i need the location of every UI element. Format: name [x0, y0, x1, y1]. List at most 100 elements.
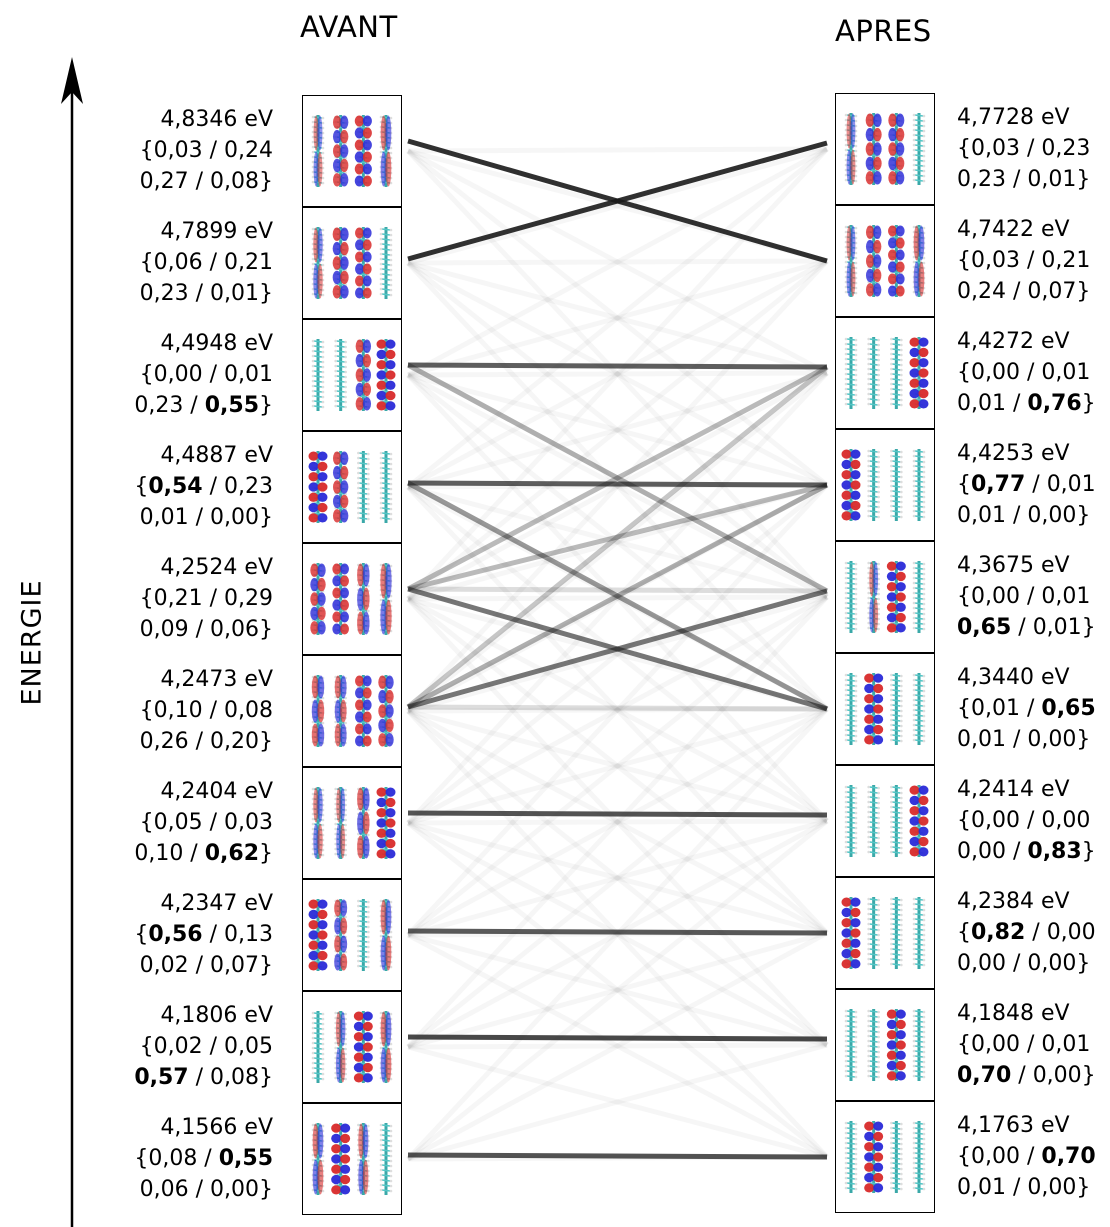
molecule	[311, 675, 325, 747]
energy-value: 4,1763 eV	[957, 1113, 1070, 1138]
avant-state-label: 4,2347 eV {0,56 / 0,13 0,02 / 0,07}	[95, 888, 273, 981]
apres-state-label: 4,3675 eV {0,00 / 0,01 0,65 / 0,01}	[957, 550, 1110, 643]
avant-molecules	[310, 563, 393, 635]
avant-state-label: 4,1806 eV {0,02 / 0,05 0,57 / 0,08}	[95, 1000, 273, 1093]
molecule	[379, 451, 393, 523]
molecule	[912, 449, 926, 521]
weight-value: 0,06	[139, 1177, 189, 1202]
molecule	[357, 451, 370, 523]
weight-value: 0,01	[957, 727, 1006, 752]
molecule	[867, 785, 880, 857]
avant-state-label: 4,4948 eV {0,00 / 0,01 0,23 / 0,55}	[95, 328, 273, 421]
avant-state-label: 4,2473 eV {0,10 / 0,08 0,26 / 0,20}	[95, 664, 273, 757]
weight-value: 0,01	[957, 1175, 1006, 1200]
avant-title: AVANT	[300, 10, 398, 44]
weight-value: 0,23	[139, 281, 189, 306]
molecule	[844, 113, 858, 185]
molecule	[912, 1121, 926, 1193]
weight-value: 0,57	[134, 1065, 189, 1090]
correlation-line	[407, 586, 828, 594]
correlation-line	[407, 1034, 828, 1042]
apres-state-label: 4,1848 eV {0,00 / 0,01 0,70 / 0,00}	[957, 998, 1110, 1091]
weight-value: 0,21	[1041, 248, 1091, 273]
molecule	[867, 449, 880, 521]
correlation-line	[407, 928, 828, 936]
weight-value: 0,00	[1027, 951, 1077, 976]
molecule	[912, 225, 926, 297]
correlation-line	[407, 140, 828, 262]
correlation-line	[407, 810, 828, 818]
weight-value: 0,00	[210, 1177, 259, 1202]
molecule	[844, 785, 858, 857]
molecule	[865, 113, 882, 185]
correlation-line	[407, 480, 828, 488]
correlation-line	[407, 704, 828, 712]
apres-state-label: 4,2384 eV {0,82 / 0,00 0,00 / 0,00}	[957, 886, 1110, 979]
molecule	[379, 1123, 393, 1195]
molecule	[331, 1123, 351, 1195]
molecule	[353, 1011, 373, 1083]
weight-value: 0,00	[1027, 727, 1077, 752]
apres-molecules	[844, 337, 929, 409]
molecule	[376, 787, 396, 859]
molecule	[355, 227, 372, 299]
avant-state-label: 4,2524 eV {0,21 / 0,29 0,09 / 0,06}	[95, 552, 273, 645]
weight-value: 0,56	[148, 922, 203, 947]
avant-state-label: 4,1566 eV {0,08 / 0,55 0,06 / 0,00}	[95, 1112, 273, 1205]
energy-value: 4,4887 eV	[160, 443, 273, 468]
molecule	[888, 113, 905, 185]
molecule	[357, 787, 370, 859]
molecule	[311, 1123, 325, 1195]
correlation-line	[406, 482, 829, 710]
weight-value: 0,01	[139, 505, 189, 530]
weight-value: 0,26	[139, 729, 189, 754]
weight-value: 0,27	[139, 169, 189, 194]
molecule	[844, 1009, 858, 1081]
weight-value: 0,08	[224, 698, 273, 723]
molecule	[334, 1011, 347, 1083]
apres-state-label: 4,7728 eV {0,03 / 0,23 0,23 / 0,01}	[957, 102, 1110, 195]
molecule	[334, 675, 347, 747]
molecule	[886, 561, 906, 633]
molecule	[379, 1011, 393, 1083]
weight-value: 0,00	[971, 1032, 1020, 1057]
molecule	[310, 563, 326, 635]
molecule	[844, 337, 858, 409]
weight-value: 0,65	[1041, 696, 1096, 721]
avant-molecules	[311, 675, 394, 747]
molecule	[886, 1009, 906, 1081]
weight-value: 0,21	[153, 586, 203, 611]
weight-value: 0,05	[153, 810, 203, 835]
apres-state-label: 4,4272 eV {0,00 / 0,01 0,01 / 0,76}	[957, 326, 1110, 419]
molecule	[332, 563, 349, 635]
weight-value: 0,23	[224, 474, 273, 499]
apres-molecules	[844, 561, 926, 633]
molecule	[867, 337, 880, 409]
weight-value: 0,00	[153, 362, 203, 387]
avant-state-label: 4,2404 eV {0,05 / 0,03 0,10 / 0,62}	[95, 776, 273, 869]
weight-value: 0,03	[224, 810, 273, 835]
molecule	[844, 561, 858, 633]
weight-value: 0,00	[210, 505, 259, 530]
molecule	[357, 563, 370, 635]
energy-value: 4,4272 eV	[957, 329, 1070, 354]
apres-molecules	[844, 785, 929, 857]
avant-molecules	[311, 339, 396, 411]
weight-value: 0,13	[224, 922, 273, 947]
weight-value: 0,83	[1027, 839, 1082, 864]
molecule	[332, 227, 349, 299]
molecule	[890, 897, 903, 969]
molecule	[912, 1009, 926, 1081]
weight-value: 0,05	[224, 1034, 273, 1059]
weight-value: 0,65	[957, 615, 1012, 640]
weight-value: 0,01	[1041, 1032, 1091, 1057]
weight-value: 0,70	[1041, 1144, 1096, 1169]
molecule	[909, 337, 929, 409]
molecule	[841, 897, 861, 969]
molecule	[841, 449, 861, 521]
weight-value: 0,08	[148, 1146, 198, 1171]
apres-molecules	[844, 1009, 926, 1081]
molecule	[912, 561, 926, 633]
energy-value: 4,2524 eV	[160, 555, 273, 580]
apres-molecules	[844, 673, 926, 745]
